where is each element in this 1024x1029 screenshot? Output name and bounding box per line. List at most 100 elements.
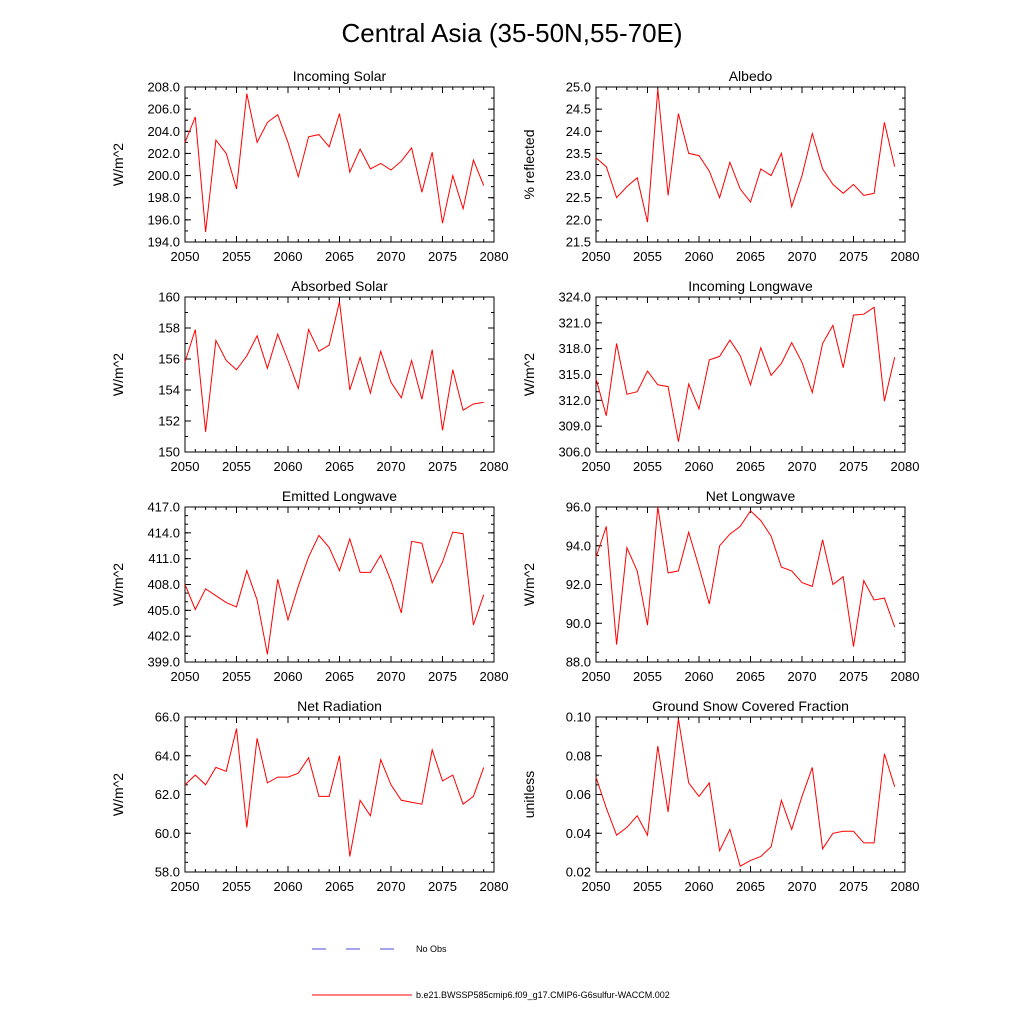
y-tick-label: 321.0 — [558, 315, 591, 330]
x-tick-label: 2070 — [788, 669, 817, 684]
y-tick-label: 23.5 — [566, 146, 591, 161]
panel-title: Emitted Longwave — [282, 488, 397, 504]
x-tick-label: 2055 — [633, 669, 662, 684]
y-tick-label: 324.0 — [558, 290, 591, 305]
legend-no-obs-label: No Obs — [416, 944, 447, 954]
series-line — [595, 718, 896, 867]
y-axis-label: W/m^2 — [110, 353, 126, 396]
panel-net-longwave: Net Longwave W/m^2 2050 2055 2060 2065 2070 207… — [521, 488, 919, 684]
x-tick-label: 2070 — [377, 879, 406, 894]
y-tick-label: 0.08 — [566, 748, 591, 763]
y-tick-label: 402.0 — [147, 629, 180, 644]
x-tick-label: 2050 — [171, 459, 200, 474]
x-tick-label: 2050 — [582, 879, 611, 894]
y-tick-label: 414.0 — [147, 525, 180, 540]
y-tick-label: 94.0 — [566, 538, 591, 553]
panel-title: Incoming Longwave — [688, 278, 813, 294]
y-tick-label: 405.0 — [147, 603, 180, 618]
x-tick-label: 2055 — [222, 249, 251, 264]
x-tick-label: 2055 — [633, 249, 662, 264]
legend-model-label: b.e21.BWSSP585cmip6.f09_g17.CMIP6-G6sulf… — [416, 990, 670, 1000]
panel-title: Net Radiation — [297, 698, 382, 714]
x-tick-label: 2070 — [788, 879, 817, 894]
x-tick-label: 2080 — [891, 669, 920, 684]
x-tick-label: 2075 — [839, 249, 868, 264]
y-tick-label: 58.0 — [155, 865, 180, 880]
panel-title: Ground Snow Covered Fraction — [652, 698, 849, 714]
x-tick-label: 2060 — [274, 669, 303, 684]
x-tick-label: 2060 — [685, 459, 714, 474]
x-tick-label: 2065 — [325, 669, 354, 684]
x-tick-label: 2080 — [891, 249, 920, 264]
y-tick-label: 202.0 — [147, 146, 180, 161]
y-tick-label: 411.0 — [148, 551, 180, 566]
y-tick-label: 23.0 — [566, 168, 591, 183]
y-tick-label: 315.0 — [558, 367, 591, 382]
plot-frame — [595, 716, 906, 873]
figure-title: Central Asia (35-50N,55-70E) — [341, 18, 682, 48]
y-axis-label: W/m^2 — [110, 563, 126, 606]
x-tick-label: 2070 — [788, 459, 817, 474]
x-tick-label: 2065 — [736, 669, 765, 684]
panels: Incoming Solar W/m^2 2050 2055 2060 2065 2070 2… — [110, 68, 919, 894]
x-tick-label: 2070 — [788, 249, 817, 264]
y-tick-label: 62.0 — [155, 787, 180, 802]
x-tick-label: 2080 — [480, 879, 509, 894]
y-tick-label: 160 — [158, 290, 180, 305]
panel-incoming-solar: Incoming Solar W/m^2 2050 2055 2060 2065 2070 2… — [110, 68, 508, 264]
x-tick-label: 2075 — [839, 459, 868, 474]
series-line — [595, 89, 896, 223]
y-tick-label: 90.0 — [566, 616, 591, 631]
y-tick-label: 196.0 — [147, 212, 180, 227]
x-tick-label: 2075 — [428, 459, 457, 474]
x-tick-label: 2080 — [480, 459, 509, 474]
plot-frame — [184, 506, 495, 663]
x-tick-label: 2050 — [171, 669, 200, 684]
y-tick-label: 208.0 — [147, 80, 180, 95]
plot-frame — [184, 86, 495, 243]
y-tick-label: 0.02 — [566, 865, 591, 880]
x-tick-label: 2070 — [377, 459, 406, 474]
y-tick-label: 22.5 — [566, 190, 591, 205]
y-tick-label: 92.0 — [566, 577, 591, 592]
y-tick-label: 24.0 — [566, 124, 591, 139]
y-tick-label: 312.0 — [558, 393, 591, 408]
x-tick-label: 2060 — [274, 459, 303, 474]
x-tick-label: 2075 — [428, 669, 457, 684]
y-tick-label: 0.10 — [566, 710, 591, 725]
x-tick-label: 2055 — [222, 879, 251, 894]
x-tick-label: 2060 — [274, 879, 303, 894]
panel-absorbed-solar: Absorbed Solar W/m^2 2050 2055 2060 2065 2070 2… — [110, 278, 508, 474]
y-tick-label: 318.0 — [558, 341, 591, 356]
legend: No Obs b.e21.BWSSP585cmip6.f09_g17.CMIP6… — [312, 944, 670, 1000]
x-tick-label: 2075 — [428, 249, 457, 264]
x-tick-label: 2065 — [325, 879, 354, 894]
series-line — [184, 728, 485, 857]
panel-emitted-longwave: Emitted Longwave W/m^2 2050 2055 2060 2065 207… — [110, 488, 508, 684]
x-tick-label: 2080 — [891, 459, 920, 474]
y-axis-label: % reflected — [521, 129, 537, 199]
y-tick-label: 154 — [158, 383, 180, 398]
panel-title: Incoming Solar — [293, 68, 387, 84]
series-line — [184, 301, 484, 432]
plot-frame — [595, 296, 906, 453]
x-tick-label: 2055 — [633, 879, 662, 894]
panel-albedo: Albedo % reflected 2050 2055 2060 2065 2070 207… — [521, 68, 919, 264]
x-tick-label: 2075 — [839, 879, 868, 894]
y-axis-label: W/m^2 — [110, 143, 126, 186]
x-tick-label: 2050 — [582, 669, 611, 684]
y-axis-label: W/m^2 — [521, 353, 537, 396]
y-tick-label: 158 — [158, 321, 180, 336]
x-tick-label: 2050 — [171, 879, 200, 894]
y-tick-label: 21.5 — [566, 235, 591, 250]
plot-frame — [595, 86, 906, 243]
y-tick-label: 22.0 — [566, 212, 591, 227]
y-tick-label: 25.0 — [566, 80, 591, 95]
y-tick-label: 204.0 — [147, 124, 180, 139]
series-line — [184, 93, 485, 233]
series-line — [595, 306, 896, 442]
series-line — [184, 531, 485, 655]
x-tick-label: 2050 — [171, 249, 200, 264]
y-tick-label: 200.0 — [147, 168, 180, 183]
